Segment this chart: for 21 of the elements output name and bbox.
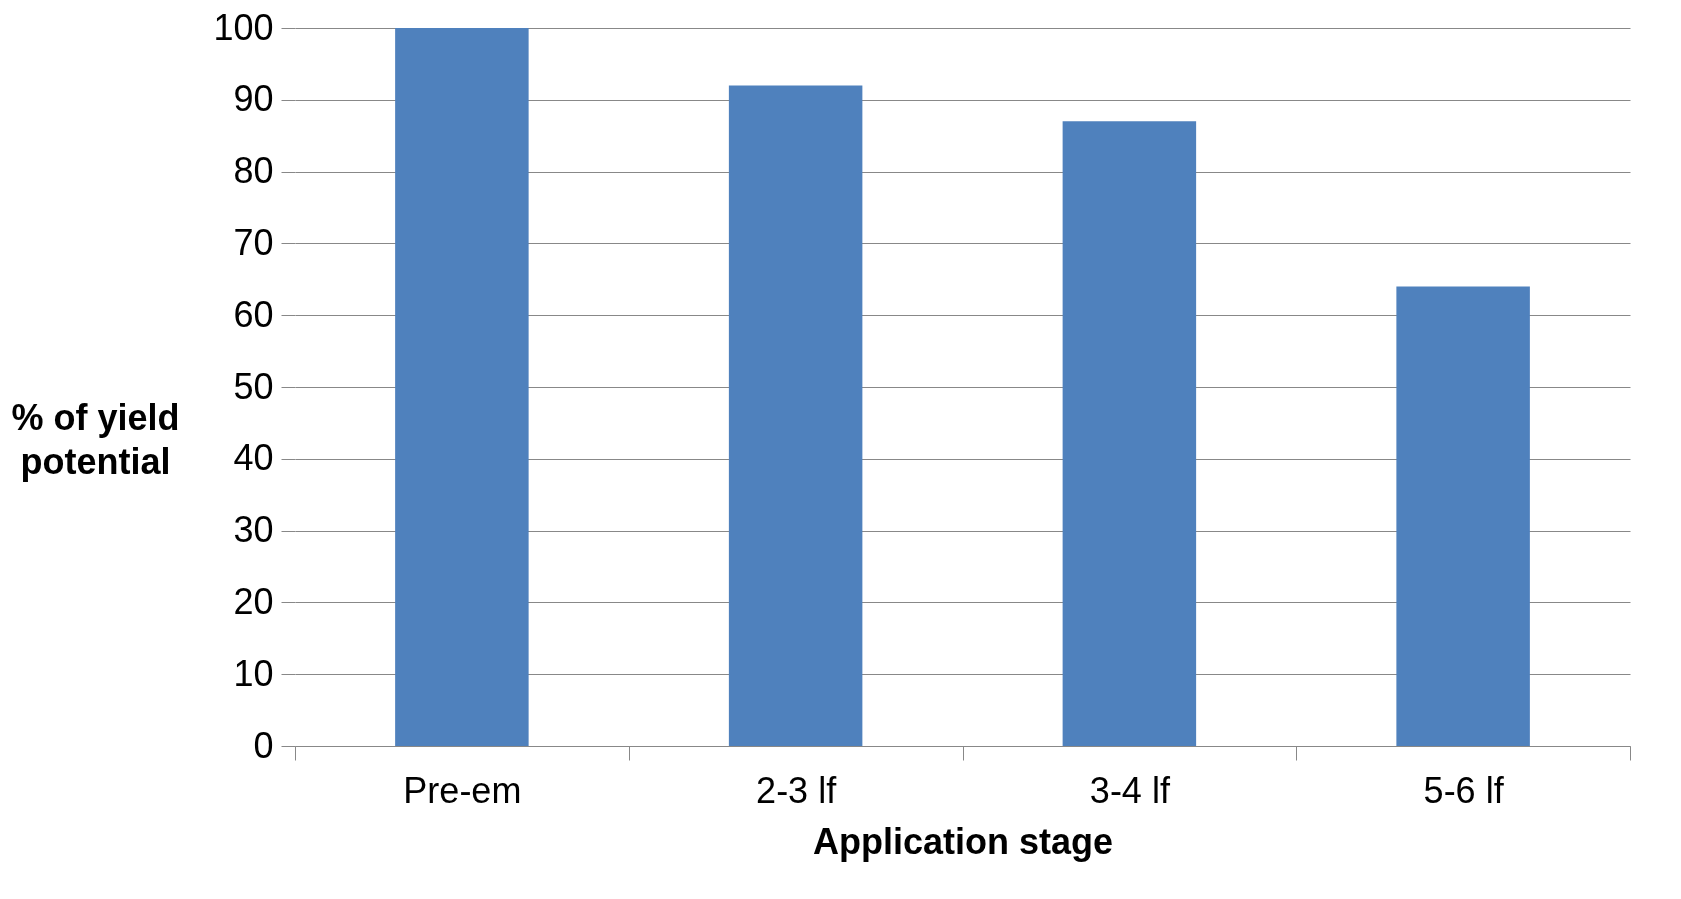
y-tick-label: 0 [253,724,274,766]
x-tick-label: 5-6 lf [1423,769,1505,811]
y-tick-label: 80 [233,150,274,192]
bar [1062,121,1197,746]
x-tick-label: 3-4 lf [1089,769,1171,811]
y-tick-label: 100 [213,6,274,48]
y-tick-label: 40 [233,437,274,479]
y-tick-label: 20 [233,580,274,622]
x-axis-title: Application stage [812,820,1114,862]
bar [395,28,529,746]
y-tick-label: 50 [233,365,274,407]
y-axis-title: % of yield potential [11,396,180,482]
bar [1396,286,1530,746]
x-tick-label: 2-3 lf [756,769,838,811]
y-tick-label: 70 [233,221,274,263]
bar [728,85,863,746]
y-tick-label: 10 [233,652,274,694]
y-tick-label: 60 [233,293,274,335]
y-tick-label: 30 [233,509,274,551]
x-tick-label: Pre-em [403,769,522,811]
y-tick-label: 90 [233,78,274,120]
